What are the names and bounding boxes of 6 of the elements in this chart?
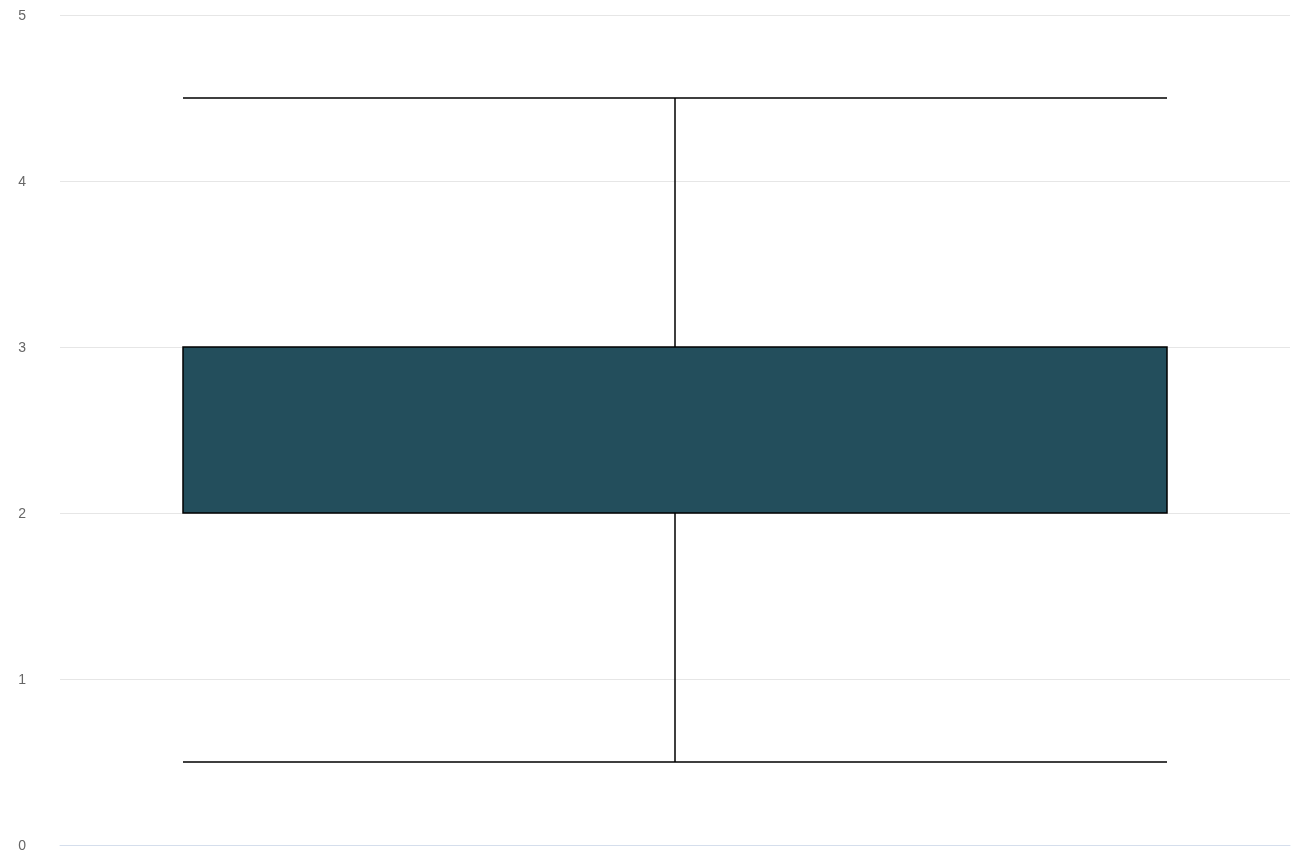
y-tick-label: 4 [18, 173, 27, 189]
y-tick-label: 1 [18, 671, 27, 687]
y-tick-label: 5 [18, 7, 27, 23]
y-tick-label: 3 [18, 339, 27, 355]
y-tick-label: 2 [18, 505, 27, 521]
y-tick-label: 0 [18, 837, 27, 853]
